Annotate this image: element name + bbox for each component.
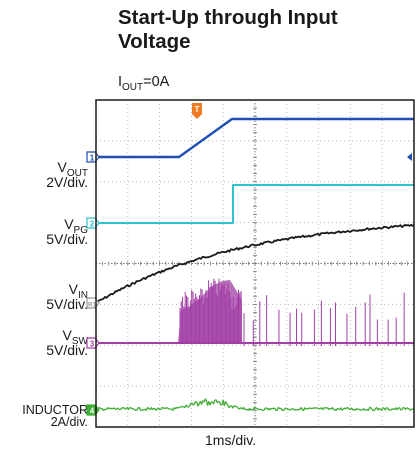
x-axis-scale-label: 1ms/div.: [205, 432, 257, 448]
chart-subtitle: IOUT=0A: [118, 74, 170, 93]
trigger-marker: T: [192, 103, 202, 119]
svg-text:1: 1: [90, 154, 95, 163]
channel-2-marker: 2: [86, 217, 100, 229]
channel-3-marker: 3: [86, 337, 100, 349]
chart-title: Start-Up through Input Voltage: [118, 6, 338, 53]
inductor-scale: 2A/div.: [50, 415, 88, 429]
svg-text:T: T: [195, 105, 200, 114]
traces: [96, 117, 414, 412]
svg-text:3: 3: [90, 340, 95, 349]
plot-frame: [95, 99, 415, 428]
vout-label: VOUT 2V/div.: [46, 159, 88, 190]
svg-text:R1: R1: [88, 303, 96, 309]
vin-trace: [96, 224, 414, 304]
trigger-level-arrow: [407, 153, 412, 161]
vsw-label: VSW 5V/div.: [46, 327, 88, 358]
vpg-label: VPG 5V/div.: [46, 216, 88, 247]
vin-label: VIN 5V/div.: [46, 281, 88, 312]
channel-markers: 1 2 R1 3 4 T: [86, 103, 412, 416]
vpg-trace: [96, 184, 414, 224]
vout-scale: 2V/div.: [46, 174, 88, 190]
svg-text:2: 2: [90, 220, 95, 229]
channel-1-marker: 1: [86, 151, 100, 163]
vout-trace: [96, 117, 414, 159]
vsw-scale: 5V/div.: [46, 342, 88, 358]
inductor-trace: [96, 398, 414, 412]
ref-1-marker: R1: [86, 297, 100, 309]
graticule: [95, 99, 415, 428]
inductor-label: INDUCTOR 2A/div.: [22, 403, 88, 429]
svg-text:4: 4: [90, 407, 95, 416]
vpg-scale: 5V/div.: [46, 231, 88, 247]
channel-4-marker: 4: [86, 404, 100, 416]
vin-scale: 5V/div.: [46, 296, 88, 312]
